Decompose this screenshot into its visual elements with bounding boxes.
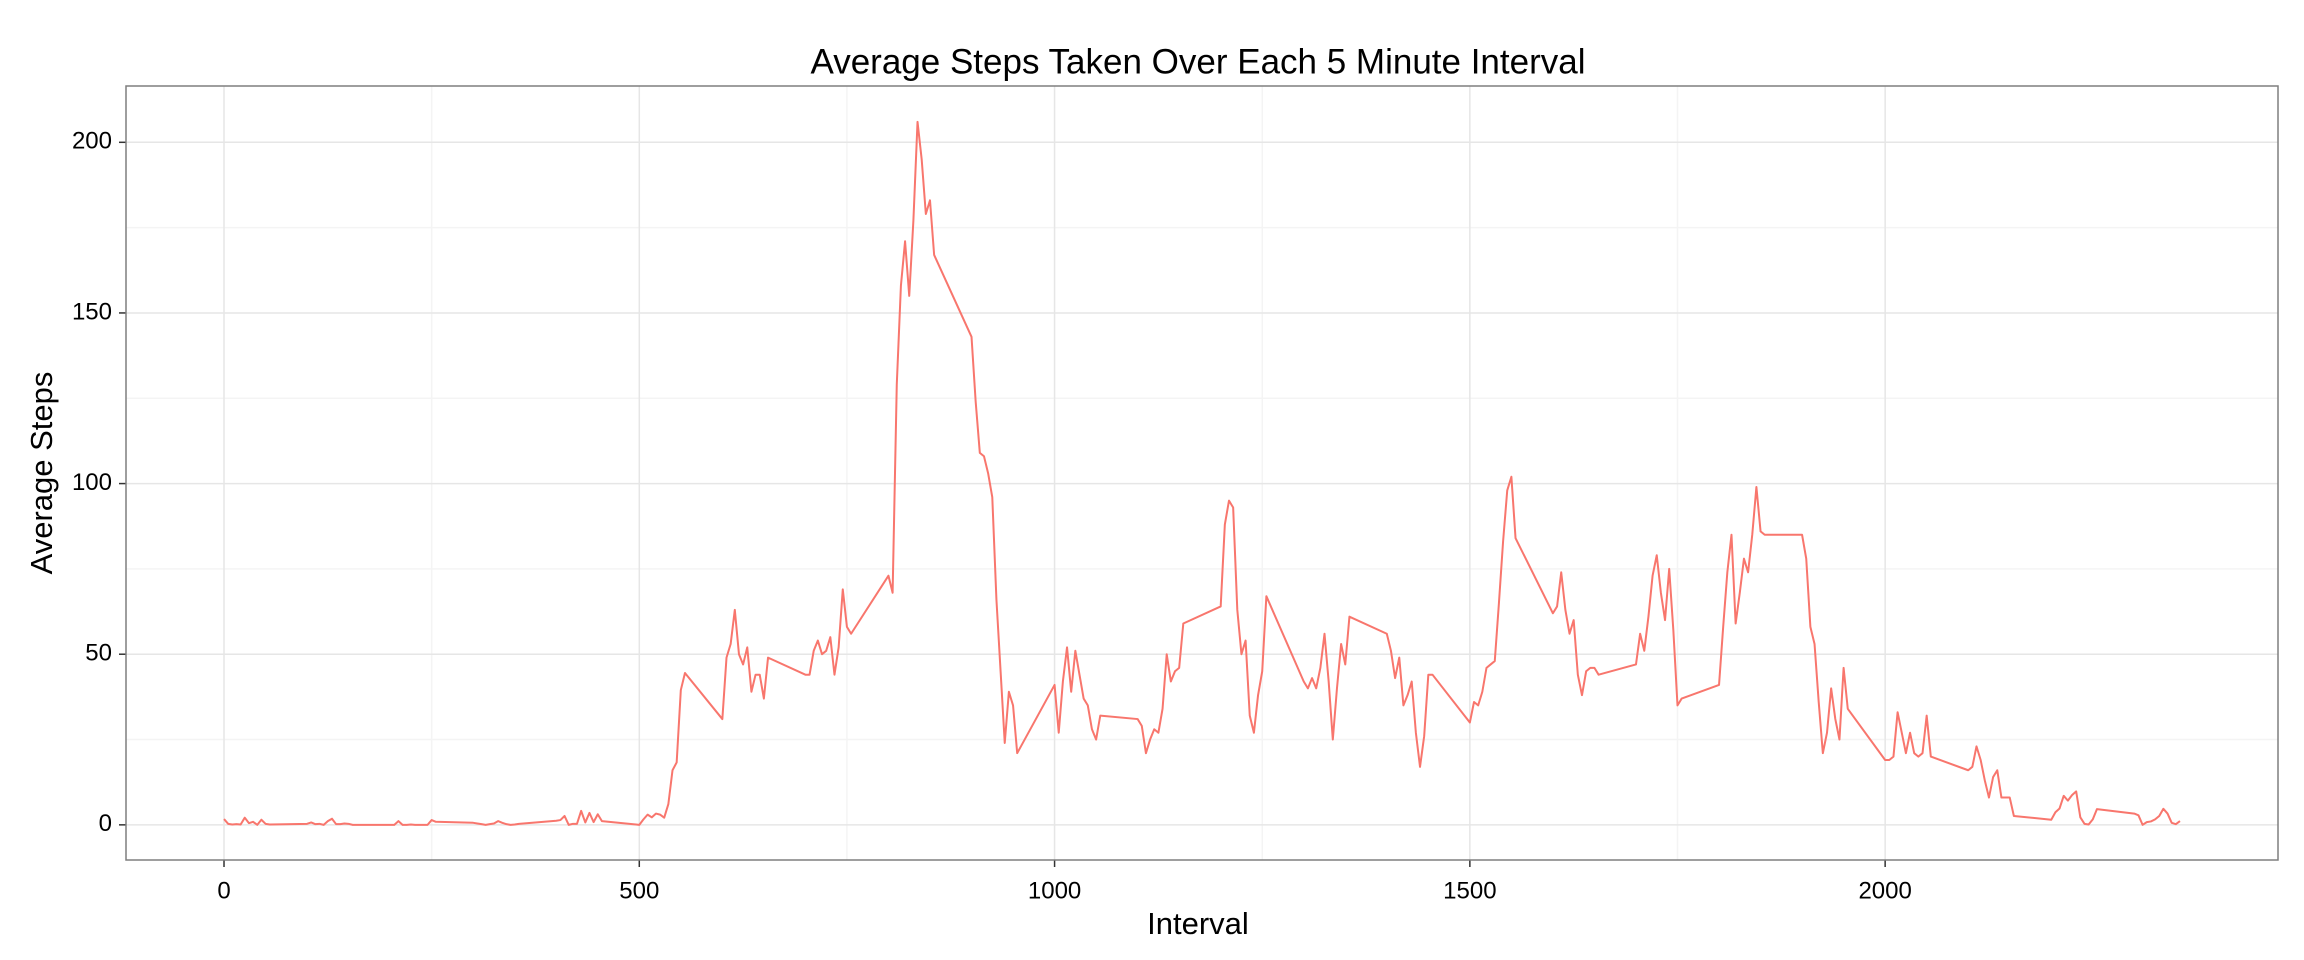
y-axis-title: Average Steps bbox=[24, 372, 59, 575]
x-tick-label: 0 bbox=[217, 877, 230, 904]
chart-title: Average Steps Taken Over Each 5 Minute I… bbox=[811, 42, 1586, 81]
y-tick-label: 100 bbox=[72, 469, 112, 496]
x-axis-title: Interval bbox=[1147, 906, 1249, 941]
y-tick-label: 150 bbox=[72, 298, 112, 325]
x-tick-label: 1000 bbox=[1028, 877, 1081, 904]
y-tick-label: 50 bbox=[85, 640, 112, 667]
data-line bbox=[223, 120, 2181, 826]
x-tick-label: 2000 bbox=[1858, 877, 1911, 904]
y-tick-label: 0 bbox=[99, 810, 112, 837]
x-tick-label: 500 bbox=[619, 877, 659, 904]
x-tick-label: 1500 bbox=[1443, 877, 1496, 904]
panel-border bbox=[125, 85, 2279, 861]
y-tick-label: 200 bbox=[72, 128, 112, 155]
